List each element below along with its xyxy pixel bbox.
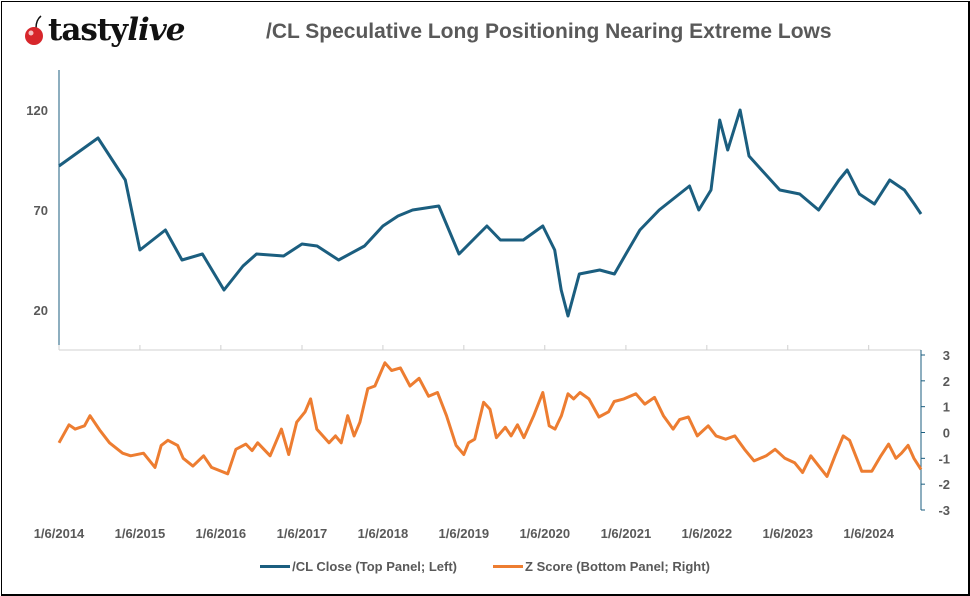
x-tick-label: 1/6/2024 xyxy=(843,526,894,541)
x-tick-label: 1/6/2022 xyxy=(682,526,733,541)
legend: /CL Close (Top Panel; Left) Z Score (Bot… xyxy=(0,559,970,574)
legend-label-zscore: Z Score (Bottom Panel; Right) xyxy=(525,559,710,574)
legend-label-price: /CL Close (Top Panel; Left) xyxy=(292,559,458,574)
left-tick-label: 70 xyxy=(34,203,48,218)
x-tick-label: 1/6/2023 xyxy=(762,526,813,541)
left-tick-label: 20 xyxy=(34,303,48,318)
x-tick-label: 1/6/2017 xyxy=(277,526,328,541)
right-tick-label: -3 xyxy=(938,503,950,518)
x-tick-label: 1/6/2018 xyxy=(358,526,409,541)
legend-item-zscore: Z Score (Bottom Panel; Right) xyxy=(493,559,710,574)
price-series-line xyxy=(58,108,923,318)
right-tick-label: -2 xyxy=(938,477,950,492)
right-tick-label: 3 xyxy=(943,348,950,363)
legend-swatch-zscore xyxy=(493,565,524,568)
x-tick-label: 1/6/2020 xyxy=(519,526,570,541)
legend-swatch-price xyxy=(260,565,291,568)
logo-text: tastylive xyxy=(48,12,186,48)
x-tick-label: 1/6/2016 xyxy=(196,526,247,541)
zscore-series-line xyxy=(57,361,923,478)
right-tick-label: 2 xyxy=(943,374,950,389)
x-tick-label: 1/6/2019 xyxy=(439,526,490,541)
x-tick-label: 1/6/2014 xyxy=(34,526,85,541)
x-tick-label: 1/6/2021 xyxy=(601,526,652,541)
tastylive-logo: tastylive xyxy=(22,10,186,50)
x-tick-label: 1/6/2015 xyxy=(115,526,166,541)
right-tick-label: -1 xyxy=(938,451,950,466)
legend-item-price: /CL Close (Top Panel; Left) xyxy=(260,559,457,574)
right-tick-label: 1 xyxy=(943,400,950,415)
chart-title: /CL Speculative Long Positioning Nearing… xyxy=(266,20,832,43)
right-tick-label: 0 xyxy=(943,426,950,441)
left-tick-label: 120 xyxy=(26,103,48,118)
cherry-icon xyxy=(25,15,43,45)
